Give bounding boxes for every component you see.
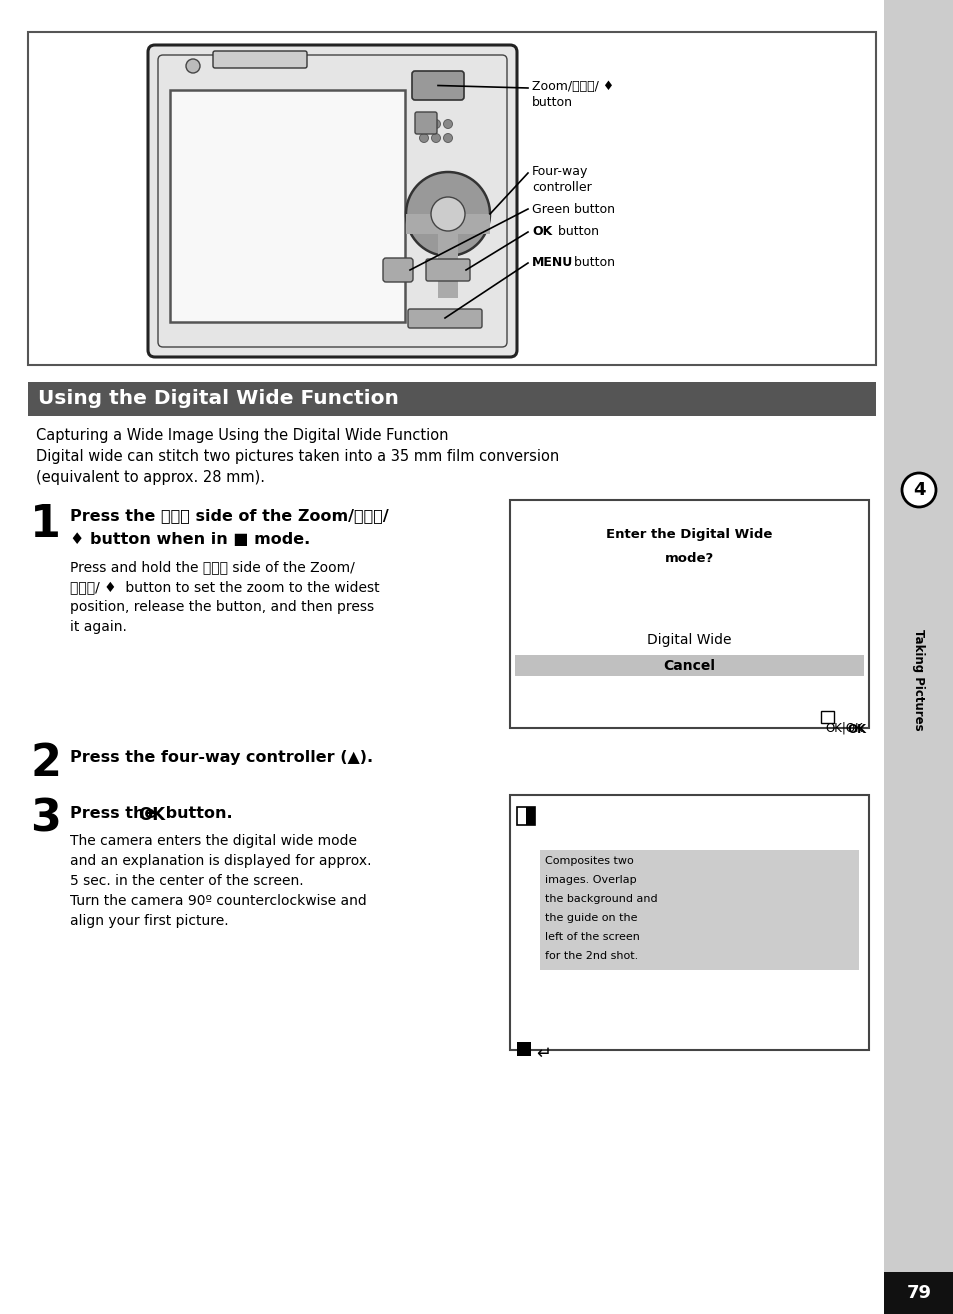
FancyBboxPatch shape — [382, 258, 413, 283]
Text: Composites two: Composites two — [544, 855, 633, 866]
Text: 79: 79 — [905, 1284, 930, 1302]
Text: button: button — [554, 225, 598, 238]
Circle shape — [431, 120, 440, 129]
Text: OK: OK — [846, 723, 865, 736]
Text: align your first picture.: align your first picture. — [70, 915, 229, 928]
Text: Four-way: Four-way — [532, 166, 588, 177]
Text: 1: 1 — [30, 503, 61, 547]
Text: (equivalent to approx. 28 mm).: (equivalent to approx. 28 mm). — [36, 470, 265, 485]
Text: 2: 2 — [30, 742, 61, 784]
Text: The camera enters the digital wide mode: The camera enters the digital wide mode — [70, 834, 356, 848]
Circle shape — [443, 134, 452, 142]
Text: button: button — [532, 96, 573, 109]
Bar — [517, 1042, 531, 1056]
Text: left of the screen: left of the screen — [544, 932, 639, 942]
Circle shape — [419, 134, 428, 142]
Text: Press the ⛰⛰⛰ side of the Zoom/⛰⛰⛰/: Press the ⛰⛰⛰ side of the Zoom/⛰⛰⛰/ — [70, 509, 388, 523]
Bar — [525, 807, 535, 825]
Text: Taking Pictures: Taking Pictures — [911, 629, 924, 731]
Text: ⛰⛰⛰/ ♦  button to set the zoom to the widest: ⛰⛰⛰/ ♦ button to set the zoom to the wid… — [70, 579, 379, 594]
FancyBboxPatch shape — [148, 45, 517, 357]
Text: Zoom/⛰⛰⛰/ ♦: Zoom/⛰⛰⛰/ ♦ — [532, 80, 614, 93]
Text: for the 2nd shot.: for the 2nd shot. — [544, 951, 638, 961]
Text: position, release the button, and then press: position, release the button, and then p… — [70, 600, 374, 614]
Text: MENU: MENU — [532, 256, 573, 269]
FancyBboxPatch shape — [426, 259, 470, 281]
Bar — [437, 214, 457, 298]
Text: the background and: the background and — [544, 894, 657, 904]
Bar — [510, 501, 868, 728]
FancyBboxPatch shape — [412, 71, 463, 100]
Circle shape — [901, 473, 935, 507]
Text: Press the: Press the — [70, 805, 161, 821]
Circle shape — [186, 59, 200, 74]
Bar — [28, 382, 875, 417]
FancyBboxPatch shape — [415, 112, 436, 134]
Bar — [821, 711, 833, 723]
Text: Green button: Green button — [532, 202, 615, 215]
Text: Digital Wide: Digital Wide — [646, 633, 731, 646]
FancyBboxPatch shape — [408, 309, 481, 328]
Text: mode?: mode? — [664, 552, 714, 565]
Text: Enter the Digital Wide: Enter the Digital Wide — [606, 528, 772, 541]
Bar — [539, 850, 858, 970]
Text: images. Overlap: images. Overlap — [544, 875, 636, 886]
Text: the guide on the: the guide on the — [544, 913, 637, 922]
Circle shape — [431, 134, 440, 142]
Text: OK: OK — [138, 805, 165, 824]
Bar — [883, 0, 953, 1314]
Bar — [170, 89, 405, 322]
Text: Cancel: Cancel — [662, 660, 715, 673]
Circle shape — [431, 197, 464, 231]
FancyBboxPatch shape — [213, 51, 307, 68]
Text: ↵: ↵ — [536, 1045, 551, 1063]
Bar — [883, 1272, 953, 1314]
Bar — [28, 32, 875, 365]
Bar — [406, 214, 490, 234]
Text: Press the four-way controller (▲).: Press the four-way controller (▲). — [70, 750, 373, 765]
Text: controller: controller — [532, 181, 591, 194]
Text: Using the Digital Wide Function: Using the Digital Wide Function — [38, 389, 398, 409]
Text: 3: 3 — [30, 798, 61, 841]
Circle shape — [443, 120, 452, 129]
Text: Press and hold the ⛰⛰⛰ side of the Zoom/: Press and hold the ⛰⛰⛰ side of the Zoom/ — [70, 560, 355, 574]
Text: button.: button. — [160, 805, 233, 821]
Text: button: button — [569, 256, 615, 269]
Text: it again.: it again. — [70, 620, 127, 633]
Text: Digital wide can stitch two pictures taken into a 35 mm film conversion: Digital wide can stitch two pictures tak… — [36, 449, 558, 464]
Text: 5 sec. in the center of the screen.: 5 sec. in the center of the screen. — [70, 874, 303, 888]
Text: OK: OK — [532, 225, 552, 238]
Bar — [515, 654, 863, 675]
Text: OK|OK: OK|OK — [824, 721, 862, 735]
Text: 4: 4 — [912, 481, 924, 499]
Text: and an explanation is displayed for approx.: and an explanation is displayed for appr… — [70, 854, 371, 869]
Text: ♦ button when in ■ mode.: ♦ button when in ■ mode. — [70, 532, 310, 547]
Bar — [517, 807, 535, 825]
Circle shape — [406, 172, 490, 256]
Text: Turn the camera 90º counterclockwise and: Turn the camera 90º counterclockwise and — [70, 894, 366, 908]
Text: Capturing a Wide Image Using the Digital Wide Function: Capturing a Wide Image Using the Digital… — [36, 428, 448, 443]
Circle shape — [419, 120, 428, 129]
Bar — [510, 795, 868, 1050]
